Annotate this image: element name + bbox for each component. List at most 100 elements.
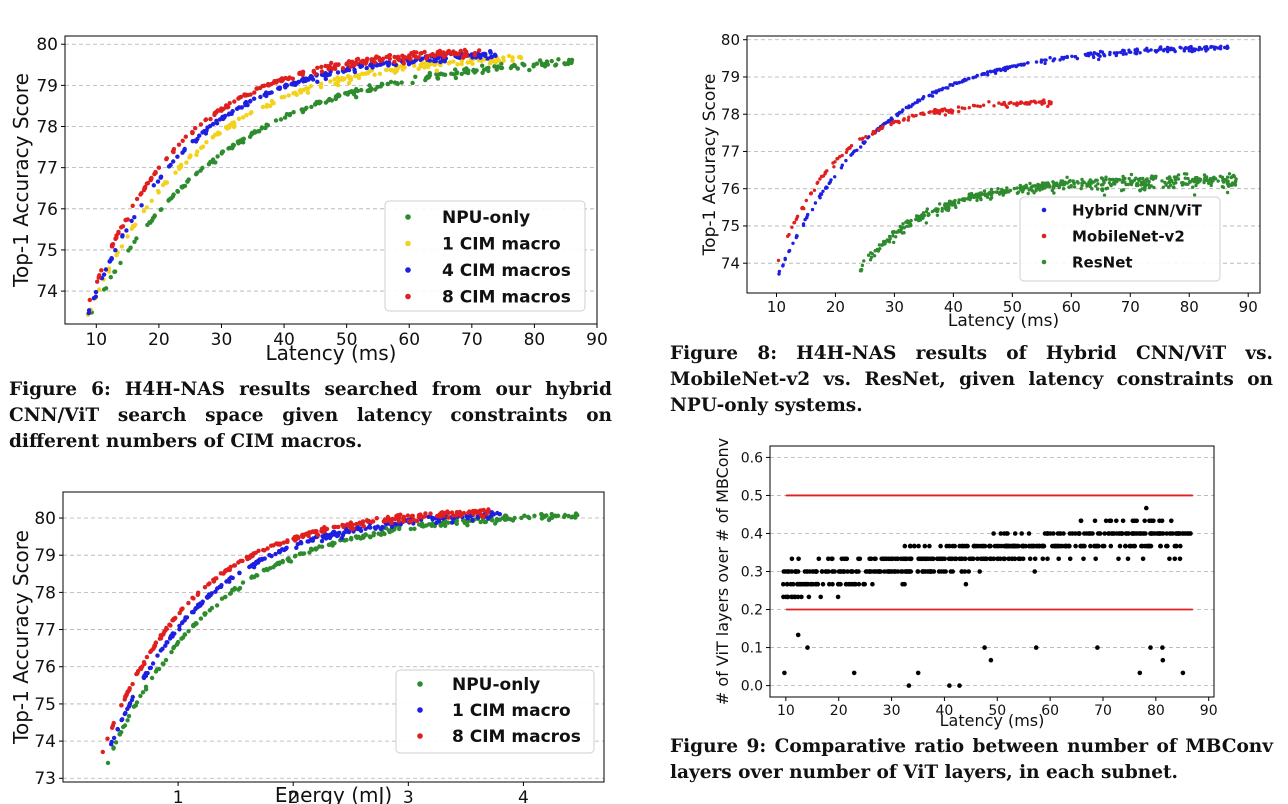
y-tick-label: 0.5: [741, 488, 763, 504]
data-point: [241, 136, 246, 141]
data-point: [255, 573, 260, 578]
data-point: [450, 520, 455, 525]
data-point: [259, 126, 264, 131]
data-point: [789, 594, 794, 600]
data-point: [385, 514, 391, 520]
data-point: [1213, 47, 1217, 51]
data-point: [501, 55, 506, 60]
data-point: [1156, 48, 1160, 52]
data-point: [897, 110, 902, 115]
y-tick-label: 79: [721, 68, 740, 86]
data-point: [827, 581, 832, 587]
data-point: [256, 548, 261, 553]
data-point: [193, 172, 199, 177]
data-point: [292, 538, 298, 543]
data-point: [350, 522, 355, 527]
data-point: [423, 511, 428, 516]
data-point: [1168, 176, 1172, 180]
data-point: [1027, 556, 1033, 562]
data-point: [401, 514, 407, 520]
data-point: [890, 230, 895, 234]
figure-6-chart: 10 20 30 40 50 60 70 80 90 74 75 76 77 78 79 80 Latency …: [9, 35, 608, 365]
data-point: [388, 79, 394, 85]
data-point: [331, 524, 336, 530]
series-npu-only: [105, 511, 580, 766]
data-point: [1183, 176, 1187, 180]
data-point: [836, 156, 840, 161]
data-point: [134, 196, 140, 202]
data-point: [815, 581, 821, 587]
data-point: [1100, 187, 1104, 192]
data-point: [1022, 63, 1026, 67]
data-point: [358, 521, 363, 526]
x-tick-label: 20: [826, 298, 845, 316]
legend-marker: [1041, 233, 1047, 239]
data-point: [1169, 518, 1174, 524]
data-point: [218, 108, 223, 113]
data-point: [805, 645, 810, 650]
data-point: [164, 157, 169, 162]
data-point: [140, 664, 145, 669]
data-point: [275, 541, 281, 546]
data-point: [455, 511, 461, 516]
data-point: [941, 569, 947, 574]
data-point: [310, 77, 316, 82]
legend-marker: [405, 240, 411, 247]
data-point: [1132, 178, 1137, 182]
x-tick-label: 2: [288, 788, 299, 804]
data-point: [140, 690, 146, 695]
data-point: [933, 108, 937, 112]
data-point: [1057, 531, 1063, 536]
data-point: [781, 264, 785, 268]
data-point: [165, 640, 170, 645]
data-point: [1000, 102, 1004, 107]
figure-9-chart: 10 20 30 40 50 60 70 80 90 0.0 0.1 0.2 0.3 0.4 0.5 0.6 L…: [713, 438, 1218, 730]
data-point: [234, 106, 240, 112]
data-point: [947, 206, 951, 210]
data-point: [111, 720, 116, 726]
data-point: [844, 158, 848, 163]
data-point: [981, 72, 985, 76]
data-point: [438, 62, 443, 68]
data-point: [186, 600, 191, 606]
data-point: [781, 594, 786, 600]
data-point: [360, 71, 365, 77]
data-point: [1070, 54, 1074, 58]
data-point: [495, 510, 500, 516]
data-point: [1225, 175, 1230, 179]
data-point: [230, 146, 235, 151]
data-point: [977, 193, 981, 197]
data-point: [813, 201, 818, 205]
y-tick-label: 76: [34, 658, 56, 678]
data-point: [1040, 102, 1044, 106]
data-point: [940, 209, 944, 213]
data-point: [984, 192, 988, 196]
data-point: [1092, 518, 1098, 524]
data-point: [916, 218, 921, 223]
x-tick-label: 20: [830, 703, 848, 719]
data-point: [478, 519, 483, 525]
y-tick-label: 75: [34, 695, 56, 715]
data-point: [479, 512, 484, 517]
data-point: [1094, 178, 1098, 182]
data-point: [372, 72, 377, 77]
data-point: [337, 530, 342, 535]
data-point: [349, 535, 354, 541]
data-point: [378, 84, 383, 89]
data-point: [508, 65, 514, 71]
data-point: [1172, 175, 1177, 179]
data-point: [363, 61, 368, 66]
data-point: [328, 79, 333, 84]
data-point: [889, 116, 893, 120]
data-point: [839, 166, 844, 170]
data-point: [413, 54, 418, 60]
data-point: [113, 248, 118, 253]
data-point: [1142, 543, 1148, 549]
data-point: [318, 84, 324, 90]
data-point: [862, 141, 866, 145]
data-point: [930, 90, 935, 95]
data-point: [820, 581, 826, 587]
data-point: [836, 581, 841, 587]
data-point: [171, 149, 176, 155]
y-tick-label: 77: [721, 143, 740, 161]
